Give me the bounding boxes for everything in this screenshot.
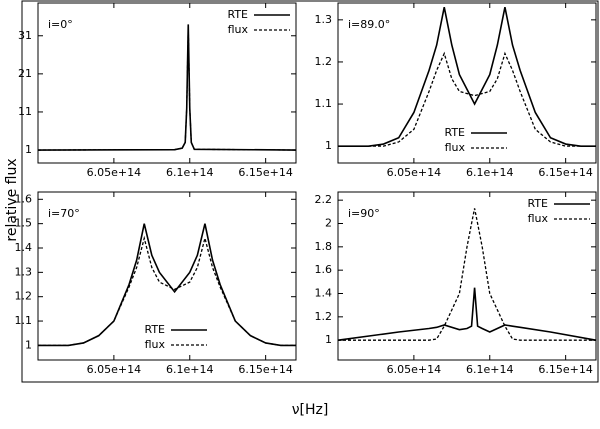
annotation: i=0° bbox=[48, 18, 73, 31]
y-tick-label: 1 bbox=[25, 338, 32, 351]
series-line bbox=[37, 24, 297, 151]
y-tick-label: 1.8 bbox=[315, 240, 333, 253]
y-tick-label: 1.1 bbox=[315, 97, 333, 110]
legend-label: flux bbox=[145, 338, 166, 351]
legend-label: flux bbox=[445, 141, 466, 154]
annotation: i=90° bbox=[348, 207, 380, 220]
x-tick-label: 6.05e+14 bbox=[387, 166, 441, 179]
plot-frame bbox=[337, 2, 597, 164]
x-tick-label: 6.1e+14 bbox=[466, 363, 513, 376]
y-tick-label: 1.1 bbox=[15, 314, 33, 327]
y-tick-label: 1.2 bbox=[15, 290, 33, 303]
plot-frame bbox=[37, 2, 297, 164]
y-tick-label: 1 bbox=[325, 333, 332, 346]
x-tick-label: 6.05e+14 bbox=[87, 363, 141, 376]
y-tick-label: 2 bbox=[325, 217, 332, 230]
x-tick-label: 6.1e+14 bbox=[466, 166, 513, 179]
y-tick-label: 1.2 bbox=[315, 310, 333, 323]
legend-label: RTE bbox=[527, 197, 548, 210]
x-axis-label: ν[Hz] bbox=[292, 402, 329, 418]
x-tick-label: 6.15e+14 bbox=[238, 363, 292, 376]
annotation: i=89.0° bbox=[348, 18, 390, 31]
y-tick-label: 1.2 bbox=[315, 55, 333, 68]
x-tick-label: 6.1e+14 bbox=[166, 363, 213, 376]
y-tick-label: 1 bbox=[25, 143, 32, 156]
series-line bbox=[337, 287, 597, 341]
annotation: i=70° bbox=[48, 207, 80, 220]
plot-frame bbox=[337, 191, 597, 361]
y-tick-label: 2.2 bbox=[315, 193, 333, 206]
series-line bbox=[338, 7, 596, 147]
y-tick-label: 1.5 bbox=[15, 217, 33, 230]
x-tick-label: 6.15e+14 bbox=[538, 363, 592, 376]
y-tick-label: 1.3 bbox=[15, 265, 33, 278]
legend-label: flux bbox=[528, 212, 549, 225]
y-tick-label: 31 bbox=[18, 29, 32, 42]
series-line bbox=[338, 208, 596, 341]
legend-label: RTE bbox=[227, 8, 248, 21]
y-tick-label: 21 bbox=[18, 67, 32, 80]
x-tick-label: 6.15e+14 bbox=[538, 166, 592, 179]
series-line bbox=[38, 223, 296, 347]
y-tick-label: 1.6 bbox=[15, 192, 33, 205]
x-tick-label: 6.15e+14 bbox=[238, 166, 292, 179]
series-line bbox=[38, 235, 296, 347]
legend-label: flux bbox=[228, 23, 249, 36]
y-tick-label: 1 bbox=[325, 139, 332, 152]
y-tick-label: 1.3 bbox=[315, 13, 333, 26]
x-tick-label: 6.05e+14 bbox=[87, 166, 141, 179]
series-line bbox=[37, 28, 297, 151]
y-tick-label: 1.4 bbox=[315, 287, 333, 300]
y-tick-label: 11 bbox=[18, 105, 32, 118]
x-tick-label: 6.1e+14 bbox=[166, 166, 213, 179]
plot-frame bbox=[37, 191, 297, 361]
legend-label: RTE bbox=[444, 126, 465, 139]
series-line bbox=[338, 51, 596, 147]
x-tick-label: 6.05e+14 bbox=[387, 363, 441, 376]
legend-label: RTE bbox=[144, 323, 165, 336]
y-tick-label: 1.4 bbox=[15, 241, 33, 254]
outer-frame bbox=[21, 0, 599, 383]
y-tick-label: 1.6 bbox=[315, 263, 333, 276]
y-axis-label: relative flux bbox=[4, 158, 20, 241]
